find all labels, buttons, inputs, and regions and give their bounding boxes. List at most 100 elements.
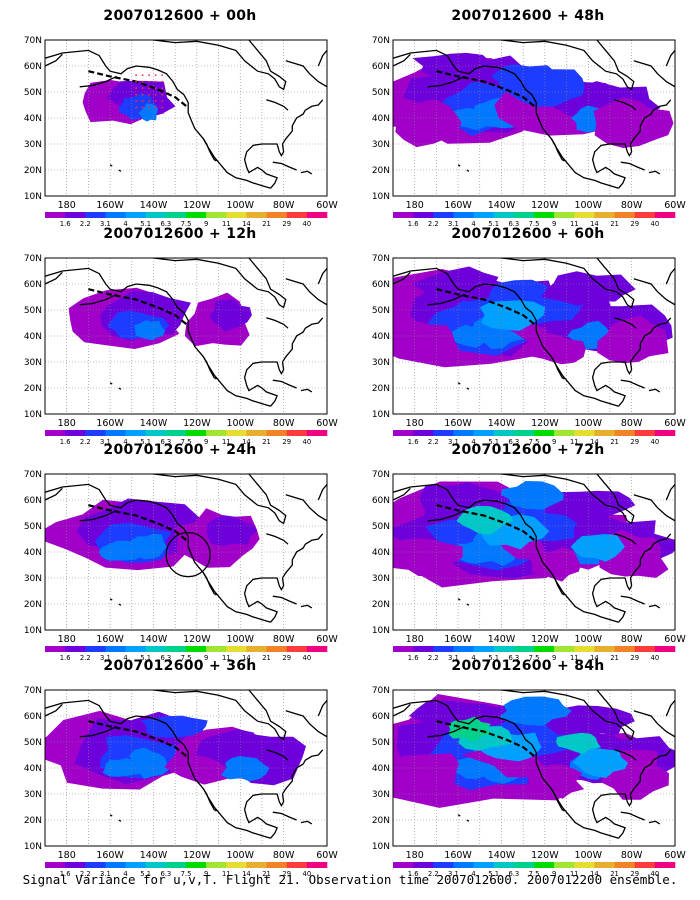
- colorbar-level-label: 4: [471, 870, 475, 878]
- latitude-label: 50N: [24, 88, 42, 98]
- variance-field: [393, 474, 675, 630]
- latitude-label: 60N: [372, 712, 390, 722]
- colorbar-level-label: 4: [123, 654, 127, 662]
- longitude-label: 140W: [488, 850, 516, 861]
- latitude-label: 30N: [24, 574, 42, 584]
- colorbar-level-label: 21: [262, 438, 271, 446]
- map-plot: 70N 60N 50N 40N 30N 20N 10N 180 160W 140W 120W 100W…: [372, 686, 687, 878]
- map-panel: 2007012600 + 12h 70N 60N 50N 40N 30N 20N 10N 180…: [10, 226, 350, 446]
- latitude-label: 70N: [24, 470, 42, 480]
- colorbar-swatch: [306, 212, 328, 218]
- colorbar-swatch: [85, 430, 106, 436]
- plot-frame: [392, 473, 676, 631]
- coastlines: [45, 40, 327, 189]
- colorbar-level-label: 3.1: [100, 654, 111, 662]
- gridlines: [45, 40, 327, 196]
- variance-contour-fill: [545, 490, 636, 524]
- latitude-label: 60N: [24, 712, 42, 722]
- longitude-label: 140W: [488, 634, 516, 645]
- colorbar-swatch: [574, 646, 595, 652]
- latitude-label: 30N: [372, 790, 390, 800]
- colorbar-level-label: 1.6: [408, 654, 419, 662]
- longitude-label: 180: [58, 634, 76, 645]
- longitude-label: 160W: [444, 200, 472, 211]
- colorbar-level-label: 9: [552, 438, 556, 446]
- colorbar-level-label: 1.6: [60, 220, 71, 228]
- colorbar-swatch: [634, 862, 656, 868]
- variance-contour-fill: [527, 764, 585, 799]
- colorbar: 1.6 2.2 3.1 4 5.1 6.3 7.5 9 11 14 21 29 40: [393, 212, 676, 228]
- colorbar: 1.6 2.2 3.1 4 5.1 6.3 7.5 9 11 14 21 29 40: [393, 646, 676, 662]
- coastlines: [45, 690, 327, 839]
- colorbar-swatch: [45, 212, 66, 218]
- colorbar-swatch: [65, 646, 86, 652]
- latitude-label: 60N: [24, 280, 42, 290]
- longitude-label: 80W: [621, 850, 643, 861]
- colorbar-swatch: [534, 212, 555, 218]
- colorbar-swatch: [393, 862, 414, 868]
- colorbar-swatch: [634, 212, 656, 218]
- variance-contour-fill: [102, 757, 147, 777]
- colorbar-swatch: [206, 212, 227, 218]
- colorbar-level-label: 3.1: [100, 870, 111, 878]
- colorbar-swatch: [105, 646, 126, 652]
- variance-field: [393, 258, 675, 414]
- longitude-label: 100W: [226, 418, 254, 429]
- colorbar-level-label: 3.1: [448, 870, 459, 878]
- colorbar-swatch: [493, 212, 515, 218]
- variance-contour-fill: [138, 103, 159, 122]
- colorbar-swatch: [453, 862, 474, 868]
- colorbar-level-label: 6.3: [508, 654, 519, 662]
- colorbar-swatch: [145, 430, 167, 436]
- colorbar-swatch: [513, 646, 535, 652]
- longitude-label: 100W: [574, 200, 602, 211]
- longitude-label: 60W: [664, 634, 686, 645]
- colorbar-swatch: [306, 862, 328, 868]
- colorbar-level-label: 40: [303, 220, 312, 228]
- colorbar-level-label: 14: [590, 438, 599, 446]
- latitude-label: 40N: [372, 764, 390, 774]
- colorbar-swatch: [246, 862, 267, 868]
- variance-contour-fill: [393, 321, 461, 363]
- colorbar-level-label: 29: [282, 654, 291, 662]
- map-plot: 70N 60N 50N 40N 30N 20N 10N 180 160W 140W 120W 100W…: [24, 254, 339, 446]
- latitude-label: 40N: [24, 548, 42, 558]
- longitude-label: 160W: [444, 634, 472, 645]
- colorbar-swatch: [246, 430, 267, 436]
- longitude-label: 160W: [444, 850, 472, 861]
- colorbar-swatch: [186, 862, 207, 868]
- colorbar-level-label: 11: [570, 654, 579, 662]
- latitude-label: 40N: [24, 114, 42, 124]
- latitude-label: 40N: [372, 114, 390, 124]
- longitude-label: 180: [58, 850, 76, 861]
- colorbar-level-label: 14: [242, 654, 251, 662]
- colorbar-swatch: [85, 646, 106, 652]
- latitude-label: 40N: [24, 764, 42, 774]
- colorbar-level-label: 14: [242, 220, 251, 228]
- colorbar-swatch: [614, 646, 636, 652]
- highlight-circle: [165, 531, 211, 578]
- longitude-label: 160W: [96, 200, 124, 211]
- colorbar-level-label: 6.3: [160, 654, 171, 662]
- colorbar-swatch: [493, 430, 515, 436]
- colorbar-level-label: 11: [222, 870, 231, 878]
- colorbar-level-label: 6.3: [160, 870, 171, 878]
- colorbar-swatch: [65, 212, 86, 218]
- variance-contour-fill: [141, 715, 208, 738]
- latitude-label: 20N: [24, 166, 42, 176]
- colorbar-swatch: [433, 212, 454, 218]
- colorbar-level-label: 21: [610, 438, 619, 446]
- latitude-label: 60N: [372, 62, 390, 72]
- plot-frame: [392, 689, 676, 847]
- colorbar-swatch: [393, 430, 414, 436]
- latitude-label: 50N: [24, 306, 42, 316]
- latitude-label: 50N: [24, 522, 42, 532]
- panel-title: 2007012600 + 84h: [451, 658, 605, 674]
- colorbar-swatch: [286, 430, 308, 436]
- latitude-label: 60N: [372, 280, 390, 290]
- variance-contour-fill: [450, 757, 496, 780]
- longitude-label: 80W: [273, 850, 295, 861]
- colorbar-level-label: 4: [123, 870, 127, 878]
- panel-title: 2007012600 + 36h: [103, 658, 257, 674]
- variance-contour-fill: [98, 540, 142, 561]
